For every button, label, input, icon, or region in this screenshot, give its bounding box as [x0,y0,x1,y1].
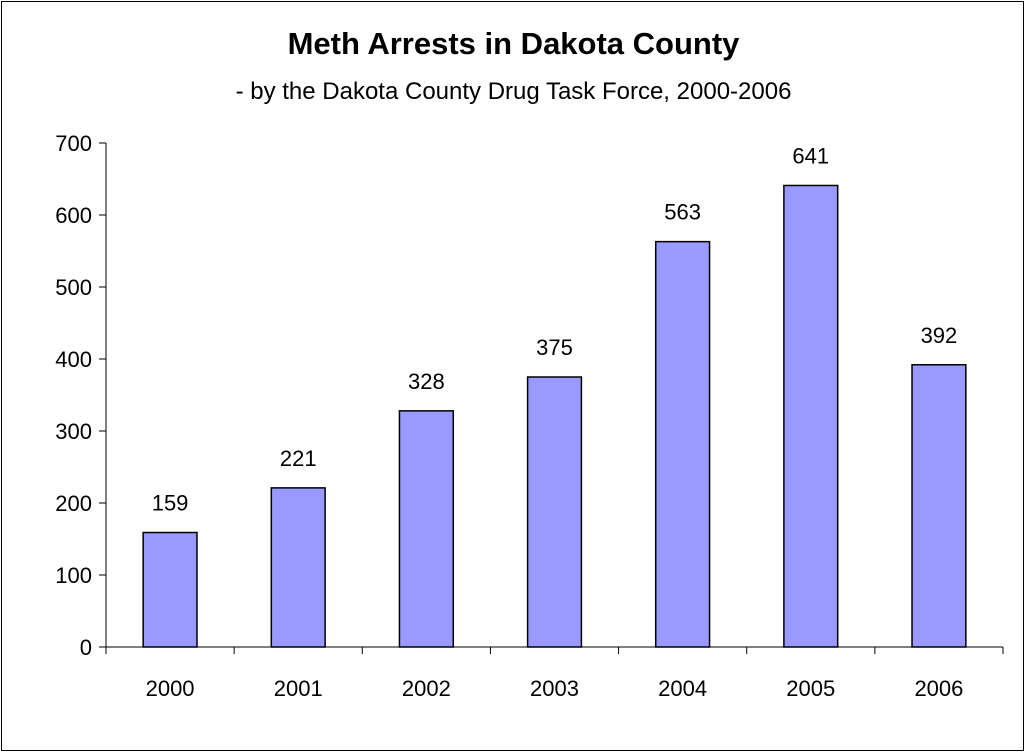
y-tick-label: 600 [55,203,92,228]
chart-title: Meth Arrests in Dakota County [287,26,740,61]
chart-subtitle: - by the Dakota County Drug Task Force, … [235,78,792,105]
bar-2000 [142,531,198,648]
bar-2002 [398,410,455,648]
y-tick-label: 300 [55,419,92,444]
x-tick-label: 2002 [402,676,451,701]
y-axis-ticks: 0 100 200 300 400 500 600 700 [55,131,106,660]
bar-2006 [911,364,967,648]
bar-2005 [783,184,839,648]
bar-2003 [526,376,583,648]
y-tick-label: 200 [55,491,92,516]
y-tick-label: 500 [55,275,92,300]
data-label-2001: 221 [280,446,317,471]
bar-2001 [270,487,326,648]
data-labels: 159 221 328 375 563 641 392 [152,143,958,515]
y-tick-label: 100 [55,563,92,588]
x-tick-label: 2005 [786,676,835,701]
data-label-2004: 563 [664,200,701,225]
data-label-2005: 641 [792,143,829,168]
data-label-2006: 392 [921,323,958,348]
x-axis-ticks: 2000 2001 2002 2003 2004 2005 2006 [105,647,1004,701]
bar-2004 [654,240,711,648]
bars [142,184,967,648]
x-tick-label: 2001 [274,676,323,701]
y-tick-label: 400 [55,347,92,372]
y-tick-label: 700 [55,131,92,156]
data-label-2002: 328 [408,369,445,394]
data-label-2000: 159 [152,491,189,516]
x-tick-label: 2000 [146,676,195,701]
data-label-2003: 375 [536,335,573,360]
x-tick-label: 2004 [658,676,707,701]
x-tick-label: 2006 [914,676,963,701]
x-tick-label: 2003 [530,676,579,701]
y-tick-label: 0 [80,635,92,660]
